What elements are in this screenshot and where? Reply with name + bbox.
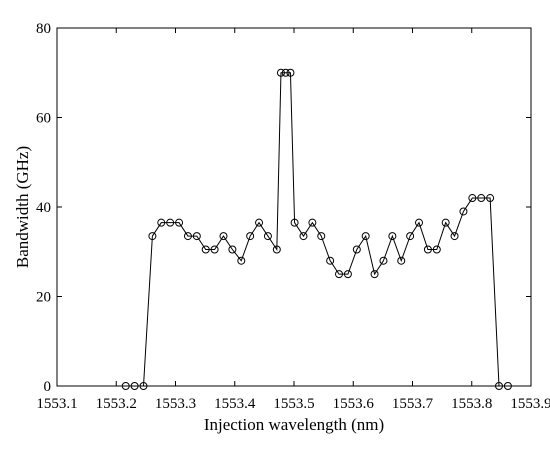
data-point (317, 232, 326, 241)
data-point (263, 232, 272, 241)
data-point (406, 232, 415, 241)
y-tick-label: 60 (36, 111, 51, 127)
data-point (397, 256, 406, 265)
data-line (125, 72, 508, 387)
x-tick-label: 1553.3 (155, 396, 196, 412)
y-tick-label: 20 (36, 290, 51, 306)
x-tick-label: 1553.1 (36, 396, 77, 412)
data-point (370, 270, 379, 279)
data-point (121, 382, 130, 390)
data-point (148, 232, 157, 241)
x-tick-label: 1553.9 (510, 396, 550, 412)
y-tick-label: 40 (36, 200, 51, 216)
data-point (299, 232, 308, 241)
data-point (432, 245, 441, 254)
data-point (352, 245, 361, 254)
x-tick-label: 1553.2 (96, 396, 137, 412)
data-point (450, 232, 459, 241)
data-point (175, 218, 184, 227)
data-point (281, 68, 290, 77)
data-point (495, 382, 504, 390)
x-axis-label: Injection wavelength (nm) (204, 415, 384, 434)
data-point (423, 245, 432, 254)
data-point (477, 194, 486, 203)
data-point (130, 382, 139, 390)
data-point (219, 232, 228, 241)
data-point (255, 218, 264, 227)
data-point (210, 245, 219, 254)
data-point (486, 194, 495, 203)
data-point (468, 194, 477, 203)
x-tick-label: 1553.4 (214, 396, 256, 412)
data-point (308, 218, 317, 227)
data-point (276, 68, 285, 77)
data-point (326, 256, 335, 265)
data-point (139, 382, 148, 390)
data-point (503, 382, 512, 390)
x-tick-label: 1553.8 (451, 396, 492, 412)
data-point (459, 207, 468, 216)
data-point (415, 218, 424, 227)
data-point (379, 256, 388, 265)
data-point (361, 232, 370, 241)
data-point (192, 232, 201, 241)
data-point (183, 232, 192, 241)
y-tick-label: 0 (44, 379, 52, 395)
data-point (441, 218, 450, 227)
data-point (246, 232, 255, 241)
x-tick-label: 1553.7 (392, 396, 434, 412)
data-point (290, 218, 299, 227)
data-point (286, 68, 295, 77)
y-axis-label: Bandwidth (GHz) (13, 146, 32, 268)
x-tick-label: 1553.5 (273, 396, 314, 412)
data-point (201, 245, 210, 254)
data-point (335, 270, 344, 279)
data-point (228, 245, 237, 254)
x-tick-label: 1553.6 (333, 396, 375, 412)
data-point (388, 232, 397, 241)
data-point (157, 218, 166, 227)
y-tick-label: 80 (36, 21, 51, 37)
data-point (272, 245, 281, 254)
data-point (237, 256, 246, 265)
data-point (343, 270, 352, 279)
data-point (166, 218, 175, 227)
